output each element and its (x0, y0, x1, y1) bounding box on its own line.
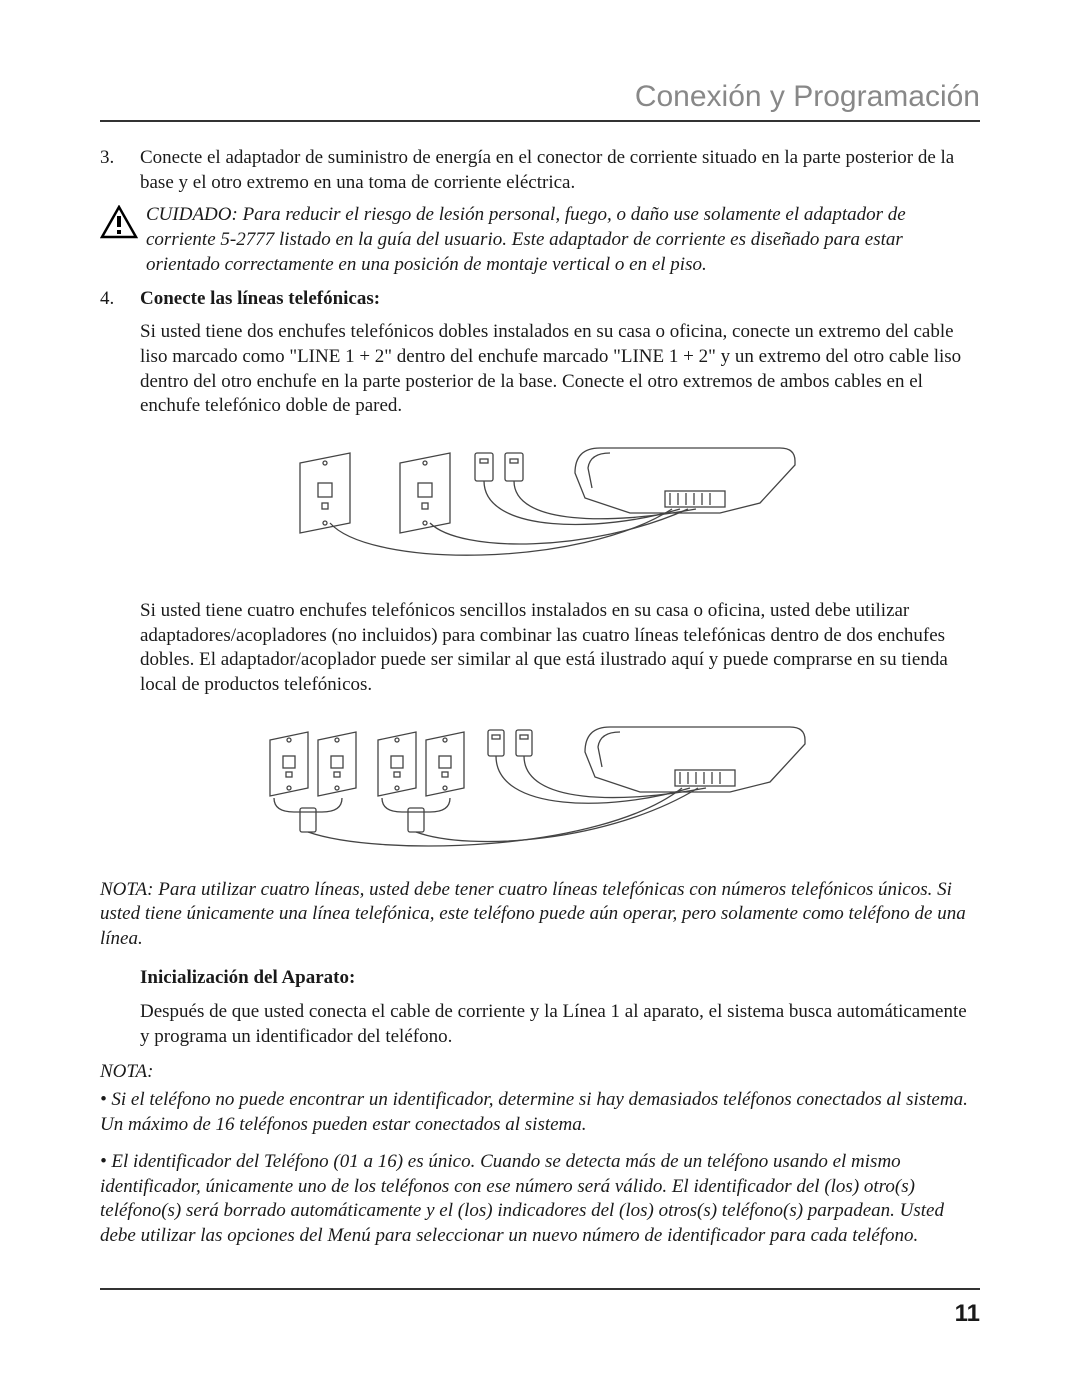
list-number: 4. (100, 287, 140, 312)
header-title: Conexión y Programación (635, 80, 980, 113)
note-four-lines: NOTA: Para utilizar cuatro líneas, usted… (100, 878, 980, 952)
list-heading: Conecte las líneas telefónicas: (140, 287, 980, 312)
page-number: 11 (955, 1300, 980, 1327)
warning-icon (100, 203, 146, 247)
list-number: 3. (100, 146, 140, 195)
diagram-two-jacks (280, 433, 800, 583)
diagram-four-jacks (260, 712, 820, 862)
caution-text: CUIDADO: Para reducir el riesgo de lesió… (146, 203, 980, 277)
init-text: Después de que usted conecta el cable de… (140, 1000, 980, 1049)
paragraph-four-jacks: Si usted tiene cuatro enchufes telefónic… (140, 599, 980, 698)
paragraph-dual-jacks: Si usted tiene dos enchufes telefónicos … (140, 320, 980, 419)
init-heading: Inicialización del Aparato: (140, 966, 980, 991)
page-header: Conexión y Programación (100, 80, 980, 122)
nota-label: NOTA: (100, 1060, 980, 1085)
page-content: 3. Conecte el adaptador de suministro de… (100, 146, 980, 1249)
list-body: Conecte el adaptador de suministro de en… (140, 146, 980, 195)
caution-block: CUIDADO: Para reducir el riesgo de lesió… (100, 203, 980, 277)
bullet-identifier: • El identificador del Teléfono (01 a 16… (100, 1150, 980, 1249)
list-item-3: 3. Conecte el adaptador de suministro de… (100, 146, 980, 195)
list-item-4: 4. Conecte las líneas telefónicas: (100, 287, 980, 312)
bullet-max-phones: • Si el teléfono no puede encontrar un i… (100, 1088, 980, 1137)
page-footer: 11 (100, 1288, 980, 1328)
